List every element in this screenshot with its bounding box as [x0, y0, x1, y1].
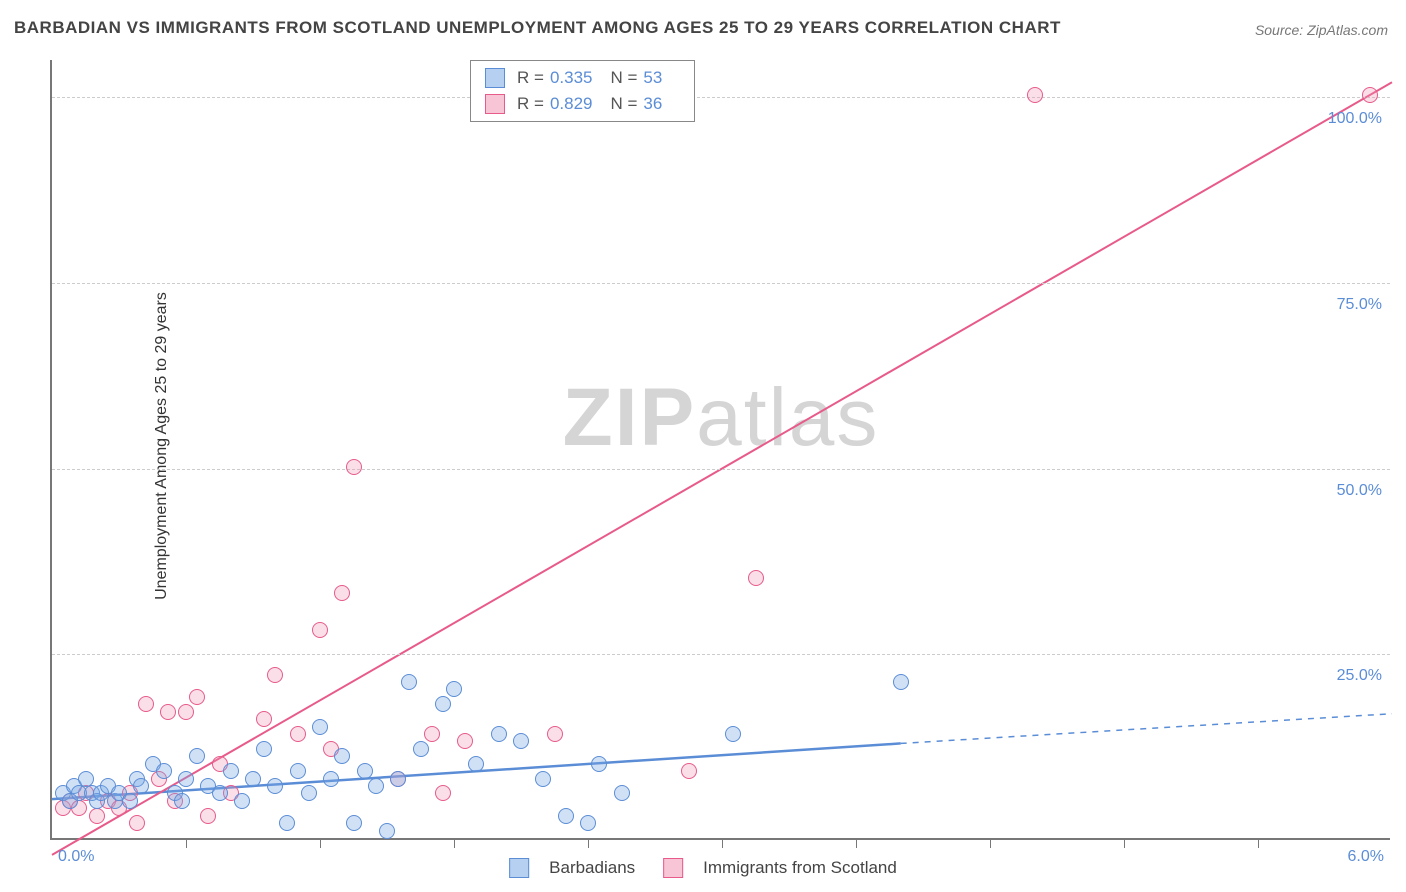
barbadians-point — [245, 771, 261, 787]
barbadians-point — [223, 763, 239, 779]
scotland-point — [1362, 87, 1378, 103]
barbadians-point — [357, 763, 373, 779]
barbadians-point — [122, 793, 138, 809]
scotland-point — [89, 808, 105, 824]
barbadians-point — [580, 815, 596, 831]
barbadians-point — [468, 756, 484, 772]
gridline — [52, 283, 1390, 284]
barbadians-point — [323, 771, 339, 787]
scotland-point — [424, 726, 440, 742]
barbadians-point — [256, 741, 272, 757]
barbadians-point — [535, 771, 551, 787]
scotland-point — [178, 704, 194, 720]
barbadians-point — [591, 756, 607, 772]
scotland-point — [346, 459, 362, 475]
scotland-point — [129, 815, 145, 831]
scotland-point — [547, 726, 563, 742]
correlation-row-scotland: R = 0.829 N = 36 — [471, 91, 694, 117]
barbadians-point — [156, 763, 172, 779]
y-axis-tick-label: 50.0% — [1337, 482, 1382, 500]
barbadians-point — [558, 808, 574, 824]
scotland-point — [160, 704, 176, 720]
barbadians-point — [267, 778, 283, 794]
scotland-point — [267, 667, 283, 683]
scotland-point — [681, 763, 697, 779]
plot-area: ZIPatlas 0.0% 6.0% 25.0%50.0%75.0%100.0% — [50, 60, 1390, 840]
x-axis-min-label: 0.0% — [58, 848, 94, 866]
swatch-blue — [509, 858, 529, 878]
scotland-point — [334, 585, 350, 601]
barbadians-point — [401, 674, 417, 690]
barbadians-point — [234, 793, 250, 809]
barbadians-point — [435, 696, 451, 712]
scotland-point — [290, 726, 306, 742]
barbadians-point — [413, 741, 429, 757]
barbadians-point — [893, 674, 909, 690]
scotland-point — [138, 696, 154, 712]
barbadians-point — [279, 815, 295, 831]
legend-label: Barbadians — [549, 858, 635, 878]
trend-line — [901, 714, 1392, 744]
x-axis-tick — [856, 838, 857, 848]
barbadians-point — [178, 771, 194, 787]
gridline — [52, 654, 1390, 655]
swatch-pink — [485, 94, 505, 114]
barbadians-point — [212, 785, 228, 801]
x-axis-tick — [990, 838, 991, 848]
barbadians-point — [133, 778, 149, 794]
trend-lines-layer — [52, 60, 1390, 838]
scotland-point — [256, 711, 272, 727]
legend-item-scotland: Immigrants from Scotland — [663, 858, 897, 878]
barbadians-point — [334, 748, 350, 764]
legend-item-barbadians: Barbadians — [509, 858, 635, 878]
scotland-point — [1027, 87, 1043, 103]
swatch-pink — [663, 858, 683, 878]
barbadians-point — [78, 771, 94, 787]
barbadians-point — [301, 785, 317, 801]
barbadians-point — [346, 815, 362, 831]
correlation-row-barbadians: R = 0.335 N = 53 — [471, 65, 694, 91]
gridline — [52, 97, 1390, 98]
barbadians-point — [379, 823, 395, 839]
barbadians-point — [725, 726, 741, 742]
correlation-legend: R = 0.335 N = 53 R = 0.829 N = 36 — [470, 60, 695, 122]
x-axis-tick — [1258, 838, 1259, 848]
legend-label: Immigrants from Scotland — [703, 858, 897, 878]
scotland-point — [189, 689, 205, 705]
barbadians-point — [614, 785, 630, 801]
source-attribution: Source: ZipAtlas.com — [1255, 22, 1388, 38]
gridline — [52, 469, 1390, 470]
y-axis-tick-label: 25.0% — [1337, 667, 1382, 685]
scotland-point — [200, 808, 216, 824]
scotland-point — [312, 622, 328, 638]
swatch-blue — [485, 68, 505, 88]
scotland-point — [435, 785, 451, 801]
barbadians-point — [390, 771, 406, 787]
barbadians-point — [491, 726, 507, 742]
x-axis-tick — [722, 838, 723, 848]
y-axis-tick-label: 100.0% — [1328, 110, 1382, 128]
barbadians-point — [174, 793, 190, 809]
y-axis-tick-label: 75.0% — [1337, 296, 1382, 314]
x-axis-max-label: 6.0% — [1348, 848, 1384, 866]
series-legend: Barbadians Immigrants from Scotland — [509, 858, 897, 878]
x-axis-tick — [1124, 838, 1125, 848]
scotland-point — [457, 733, 473, 749]
barbadians-point — [189, 748, 205, 764]
x-axis-tick — [454, 838, 455, 848]
barbadians-point — [513, 733, 529, 749]
barbadians-point — [312, 719, 328, 735]
barbadians-point — [446, 681, 462, 697]
barbadians-point — [368, 778, 384, 794]
scotland-point — [748, 570, 764, 586]
x-axis-tick — [186, 838, 187, 848]
chart-title: BARBADIAN VS IMMIGRANTS FROM SCOTLAND UN… — [14, 18, 1061, 38]
x-axis-tick — [588, 838, 589, 848]
barbadians-point — [290, 763, 306, 779]
x-axis-tick — [320, 838, 321, 848]
